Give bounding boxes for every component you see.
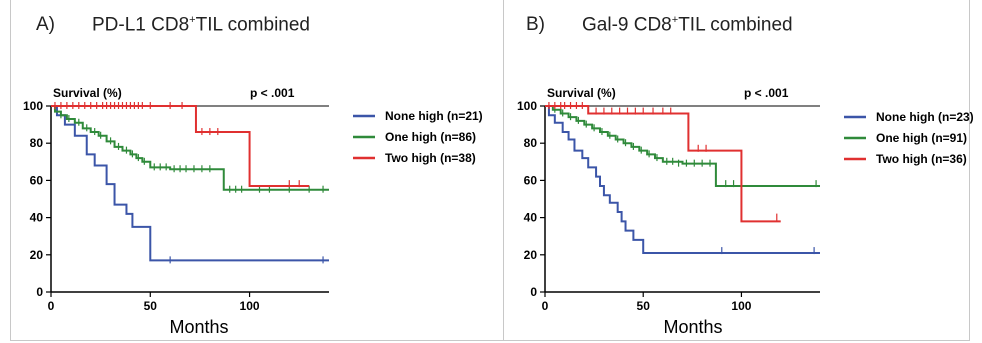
legend-label: None high (n=21) <box>385 109 483 123</box>
y-tick-label: 60 <box>30 173 44 187</box>
panel-title-sup: + <box>671 14 679 26</box>
y-tick-label: 80 <box>524 136 538 150</box>
legend-label: Two high (n=36) <box>876 152 967 166</box>
km-chart-b: 0 20 40 60 80 100 0 50 100 Survival (%) p < .001 Mo… <box>517 86 974 337</box>
y-tick-label: 20 <box>524 248 538 262</box>
x-tick-label: 100 <box>731 299 751 313</box>
panel-title-sup: + <box>189 14 196 26</box>
x-tick-label: 100 <box>240 299 260 313</box>
survival-curve <box>51 105 329 191</box>
km-chart-a: 0 20 40 60 80 100 0 50 100 Survival (%) p < .001 Mo… <box>23 86 483 337</box>
panel-divider <box>503 0 504 341</box>
legend-label: None high (n=23) <box>876 110 974 124</box>
survival-curve <box>545 105 820 254</box>
y-axis-label: Survival (%) <box>53 86 122 100</box>
figure-frame <box>10 0 970 341</box>
legend-label: Two high (n=38) <box>385 151 476 165</box>
panel-letter: B) <box>526 14 545 36</box>
panel-title-main: PD-L1 CD8 <box>92 14 190 36</box>
y-tick-label: 20 <box>30 248 44 262</box>
y-tick-label: 60 <box>524 173 538 187</box>
x-tick-label: 0 <box>542 299 549 313</box>
y-tick-label: 40 <box>30 211 44 225</box>
x-tick-label: 50 <box>637 299 651 313</box>
p-value-label: p < .001 <box>744 86 789 100</box>
panel-title-rest: TIL combined <box>195 14 311 36</box>
survival-curve <box>545 105 781 223</box>
survival-curve <box>51 105 310 187</box>
y-tick-label: 80 <box>30 136 44 150</box>
y-axis-label: Survival (%) <box>547 86 616 100</box>
x-axis-label: Months <box>663 317 722 337</box>
y-tick-label: 40 <box>524 211 538 225</box>
panel-title-main: Gal-9 CD8 <box>582 14 672 36</box>
x-tick-label: 0 <box>48 299 55 313</box>
y-tick-label: 0 <box>36 285 43 299</box>
panel-b-title: B) Gal-9 CD8+TIL combined <box>526 14 793 36</box>
legend-label: One high (n=86) <box>385 130 476 144</box>
survival-curve <box>545 105 820 187</box>
x-tick-label: 50 <box>144 299 158 313</box>
y-tick-label: 100 <box>517 99 537 113</box>
p-value-label: p < .001 <box>250 86 295 100</box>
survival-curve <box>51 105 329 262</box>
panel-title-rest: TIL combined <box>678 14 793 36</box>
legend-label: One high (n=91) <box>876 131 967 145</box>
y-tick-label: 100 <box>23 99 43 113</box>
x-axis-label: Months <box>169 317 228 337</box>
panel-a: A) PD-L1 CD8+TIL combined 0 20 40 60 80 100 0 50… <box>23 14 483 337</box>
panel-a-title: A) PD-L1 CD8+TIL combined <box>36 14 310 36</box>
panel-letter: A) <box>36 14 55 36</box>
y-tick-label: 0 <box>530 285 537 299</box>
panel-b: B) Gal-9 CD8+TIL combined 0 20 40 60 80 100 0 50… <box>494 0 982 343</box>
